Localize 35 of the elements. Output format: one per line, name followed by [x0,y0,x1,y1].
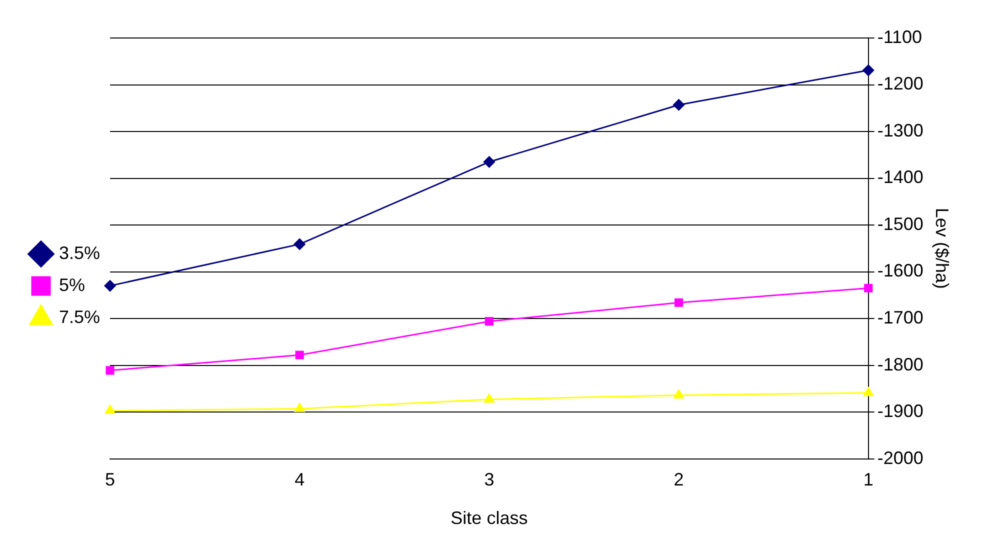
point [294,403,305,412]
x-tick-label: 5 [105,470,116,490]
point [674,298,684,307]
point [104,404,116,414]
y-tick-label: -1800 [877,354,924,374]
y-axis-title: Lev ($/ha) [932,208,952,289]
y-tick-label: -1200 [877,74,924,94]
x-tick-label: 4 [294,470,305,490]
point [483,156,495,168]
y-tick-label: -1100 [877,26,922,47]
point [484,317,494,326]
point [864,284,873,292]
y-tick-label: -1400 [877,167,924,188]
point [862,64,874,76]
y-tick-label: -1700 [877,308,924,328]
point [484,394,494,403]
legend-label: 3.5% [59,242,100,263]
point [295,350,304,360]
point [104,280,116,292]
y-tick-label: -1600 [877,260,924,281]
y-tick-label: -1300 [877,120,924,140]
y-tick-label: -2000 [877,448,924,468]
point [863,387,874,396]
point [294,238,306,250]
y-tick-label: -1900 [877,401,924,422]
legend-label: 5% [59,274,86,295]
point [673,99,685,111]
x-tick-label: 3 [484,470,494,490]
point [106,366,114,375]
x-tick-label: 1 [863,470,874,490]
y-tick-label: -1500 [877,214,924,234]
x-tick-label: 2 [674,470,684,490]
x-axis-title: Site class [450,508,528,528]
legend-label: 7.5% [59,306,100,327]
point [674,389,684,398]
